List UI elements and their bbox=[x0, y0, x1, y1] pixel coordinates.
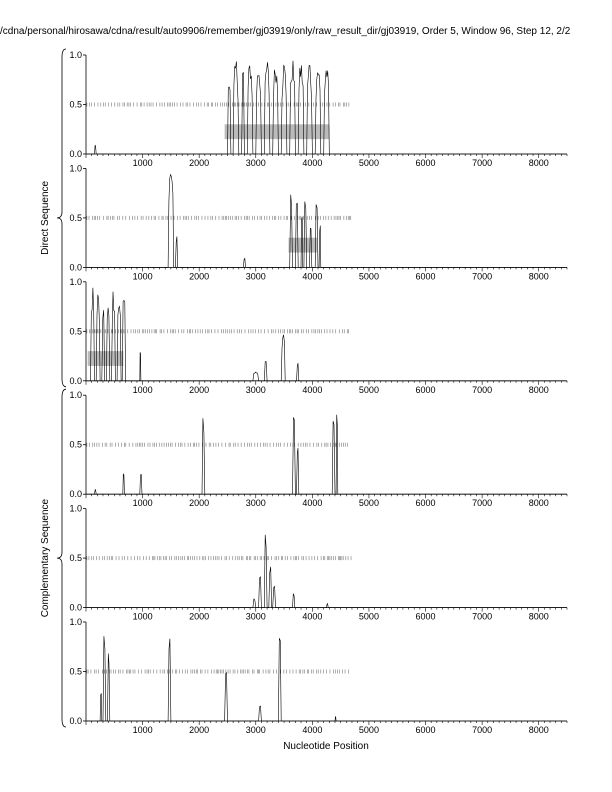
x-tick-label: 3000 bbox=[246, 158, 266, 168]
y-tick-label: 0.5 bbox=[69, 440, 82, 450]
x-tick-label: 3000 bbox=[246, 271, 266, 281]
x-tick-label: 4000 bbox=[302, 385, 322, 395]
x-tick-label: 4000 bbox=[302, 725, 322, 735]
x-tick-label: 3000 bbox=[246, 725, 266, 735]
group-label: Direct Sequence bbox=[40, 180, 51, 254]
x-tick-label: 5000 bbox=[359, 385, 379, 395]
x-tick-label: 8000 bbox=[529, 498, 549, 508]
x-tick-label: 4000 bbox=[302, 271, 322, 281]
x-tick-label: 8000 bbox=[529, 158, 549, 168]
x-tick-label: 5000 bbox=[359, 158, 379, 168]
x-tick-label: 2000 bbox=[189, 725, 209, 735]
x-tick-label: 4000 bbox=[302, 612, 322, 622]
x-tick-label: 8000 bbox=[529, 725, 549, 735]
series-line bbox=[86, 287, 567, 382]
x-tick-label: 2000 bbox=[189, 385, 209, 395]
x-tick-label: 1000 bbox=[133, 725, 153, 735]
y-tick-label: 0.5 bbox=[69, 326, 82, 336]
group-label: Complementary Sequence bbox=[40, 498, 51, 617]
y-tick-label: 0.5 bbox=[69, 553, 82, 563]
x-tick-label: 7000 bbox=[472, 385, 492, 395]
panel-6: 0.0 0.5 1.0 1000 2000 3000 4000 5000 6000 7000 800… bbox=[69, 617, 568, 735]
x-tick-label: 2000 bbox=[189, 158, 209, 168]
y-tick-label: 0.0 bbox=[69, 376, 82, 386]
series-line bbox=[86, 414, 567, 495]
series-line bbox=[86, 173, 567, 268]
series-line bbox=[86, 636, 567, 722]
x-tick-label: 5000 bbox=[359, 612, 379, 622]
x-tick-label: 6000 bbox=[416, 271, 436, 281]
panel-4: 0.0 0.5 1.0 1000 2000 3000 4000 5000 6000 7000 800… bbox=[69, 390, 568, 508]
x-tick-label: 7000 bbox=[472, 271, 492, 281]
highlight-box bbox=[224, 124, 330, 140]
x-tick-label: 8000 bbox=[529, 612, 549, 622]
x-tick-label: 7000 bbox=[472, 498, 492, 508]
y-tick-label: 0.0 bbox=[69, 262, 82, 272]
x-tick-label: 6000 bbox=[416, 725, 436, 735]
y-tick-label: 0.0 bbox=[69, 716, 82, 726]
panel-2: 0.0 0.5 1.0 1000 2000 3000 4000 5000 6000 7000 800… bbox=[69, 163, 568, 281]
group-2: Complementary Sequence bbox=[40, 388, 67, 728]
group-bracket bbox=[56, 388, 67, 728]
figure-title: /cdna/personal/hirosawa/cdna/result/auto… bbox=[0, 26, 571, 37]
x-tick-label: 5000 bbox=[359, 725, 379, 735]
highlight-box bbox=[87, 351, 124, 366]
groups-layer: Direct Sequence Complementary Sequence bbox=[40, 48, 67, 728]
x-tick-label: 6000 bbox=[416, 158, 436, 168]
x-tick-label: 3000 bbox=[246, 612, 266, 622]
panel-5: 0.0 0.5 1.0 1000 2000 3000 4000 5000 6000 7000 800… bbox=[69, 504, 568, 622]
y-tick-label: 1.0 bbox=[69, 163, 82, 173]
x-tick-label: 7000 bbox=[472, 725, 492, 735]
y-tick-label: 0.0 bbox=[69, 603, 82, 613]
x-tick-label: 2000 bbox=[189, 612, 209, 622]
y-tick-label: 1.0 bbox=[69, 50, 82, 60]
panels-layer: 0.0 0.5 1.0 1000 2000 3000 4000 5000 6000 7000 800… bbox=[69, 50, 568, 735]
series-line bbox=[86, 60, 567, 155]
x-tick-label: 7000 bbox=[472, 158, 492, 168]
x-axis-label: Nucleotide Position bbox=[283, 741, 369, 752]
panel-1: 0.0 0.5 1.0 1000 2000 3000 4000 5000 6000 7000 800… bbox=[69, 50, 568, 168]
y-tick-label: 1.0 bbox=[69, 277, 82, 287]
y-tick-label: 0.5 bbox=[69, 667, 82, 677]
panel-3: 0.0 0.5 1.0 1000 2000 3000 4000 5000 6000 7000 800… bbox=[69, 277, 568, 395]
y-tick-label: 1.0 bbox=[69, 617, 82, 627]
x-tick-label: 6000 bbox=[416, 612, 436, 622]
series-line bbox=[86, 534, 567, 608]
y-tick-label: 0.5 bbox=[69, 100, 82, 110]
x-tick-label: 1000 bbox=[133, 612, 153, 622]
x-tick-label: 5000 bbox=[359, 271, 379, 281]
y-tick-label: 1.0 bbox=[69, 390, 82, 400]
x-tick-label: 8000 bbox=[529, 271, 549, 281]
x-tick-label: 1000 bbox=[133, 271, 153, 281]
x-tick-label: 6000 bbox=[416, 385, 436, 395]
x-tick-label: 2000 bbox=[189, 498, 209, 508]
group-bracket bbox=[56, 48, 67, 388]
x-tick-label: 1000 bbox=[133, 498, 153, 508]
y-tick-label: 1.0 bbox=[69, 504, 82, 514]
x-tick-label: 5000 bbox=[359, 498, 379, 508]
group-1: Direct Sequence bbox=[40, 48, 67, 388]
x-tick-label: 2000 bbox=[189, 271, 209, 281]
x-tick-label: 6000 bbox=[416, 498, 436, 508]
x-tick-label: 1000 bbox=[133, 385, 153, 395]
x-tick-label: 1000 bbox=[133, 158, 153, 168]
x-tick-label: 3000 bbox=[246, 498, 266, 508]
y-tick-label: 0.0 bbox=[69, 489, 82, 499]
x-tick-label: 3000 bbox=[246, 385, 266, 395]
y-tick-label: 0.5 bbox=[69, 213, 82, 223]
x-tick-label: 8000 bbox=[529, 385, 549, 395]
x-tick-label: 4000 bbox=[302, 158, 322, 168]
x-tick-label: 4000 bbox=[302, 498, 322, 508]
y-tick-label: 0.0 bbox=[69, 149, 82, 159]
x-tick-label: 7000 bbox=[472, 612, 492, 622]
